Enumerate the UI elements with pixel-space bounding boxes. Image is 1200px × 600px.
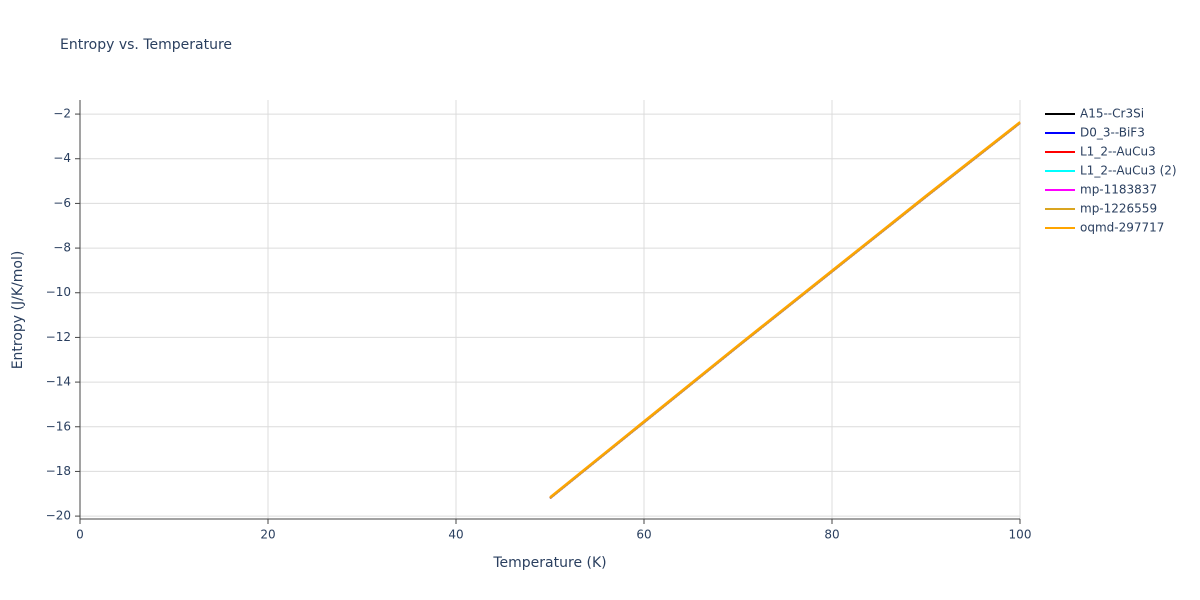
y-tick-label: −4 xyxy=(53,151,71,165)
y-tick-label: −12 xyxy=(46,330,71,344)
y-tick-label: −10 xyxy=(46,285,71,299)
y-tick-label: −20 xyxy=(46,509,71,523)
legend-label: oqmd-297717 xyxy=(1080,221,1164,235)
x-tick-label: 100 xyxy=(1009,528,1032,542)
y-tick-label: −8 xyxy=(53,241,71,255)
y-tick-label: −2 xyxy=(53,107,71,121)
y-tick-label: −6 xyxy=(53,196,71,210)
x-axis-label: Temperature (K) xyxy=(492,555,606,571)
series-line xyxy=(549,122,1021,500)
legend-label: D0_3--BiF3 xyxy=(1080,126,1145,140)
x-tick-label: 20 xyxy=(260,528,275,542)
legend-label: L1_2--AuCu3 (2) xyxy=(1080,164,1177,178)
y-tick-label: −16 xyxy=(46,419,71,433)
chart-title: Entropy vs. Temperature xyxy=(60,37,232,53)
series-line xyxy=(549,121,1021,498)
x-tick-label: 40 xyxy=(448,528,463,542)
x-tick-label: 60 xyxy=(636,528,651,542)
x-tick-label: 80 xyxy=(824,528,839,542)
y-tick-label: −18 xyxy=(46,464,71,478)
y-tick-label: −14 xyxy=(46,375,71,389)
legend-label: L1_2--AuCu3 xyxy=(1080,145,1156,159)
legend-label: mp-1226559 xyxy=(1080,202,1157,216)
legend-label: mp-1183837 xyxy=(1080,183,1157,197)
x-tick-label: 0 xyxy=(76,528,84,542)
legend-label: A15--Cr3Si xyxy=(1080,107,1144,121)
y-axis-label: Entropy (J/K/mol) xyxy=(10,251,26,370)
